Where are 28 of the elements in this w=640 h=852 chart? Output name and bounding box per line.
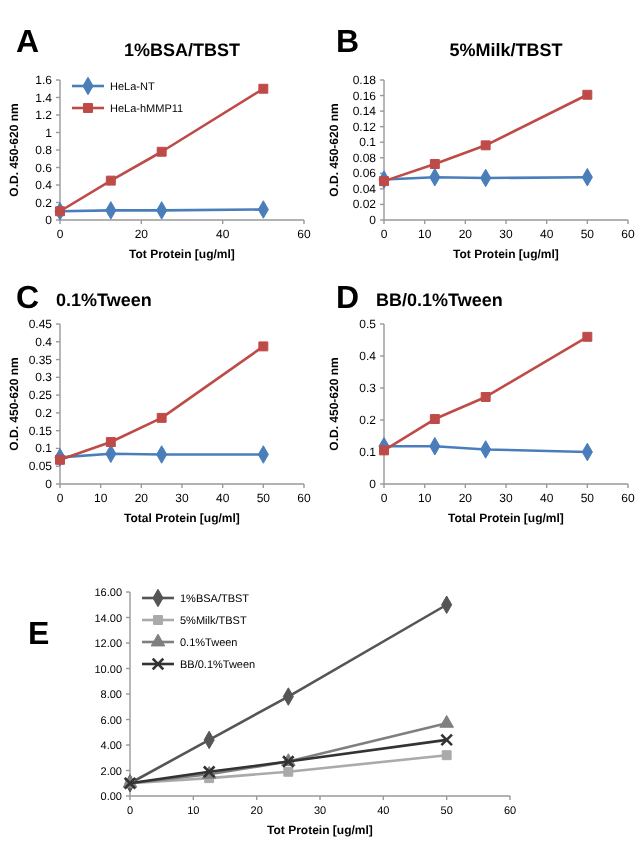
point (105, 175, 116, 186)
point (582, 331, 593, 342)
point (156, 412, 167, 423)
point (105, 437, 116, 448)
point (258, 83, 269, 94)
text: E (28, 618, 50, 652)
text: D (336, 282, 360, 316)
point (439, 714, 454, 728)
point (429, 159, 440, 169)
point (441, 750, 452, 761)
point (480, 140, 491, 151)
point (156, 146, 167, 157)
point (440, 733, 454, 747)
point (480, 391, 491, 402)
chart-title: 1%BSA/TBST (123, 40, 241, 60)
text: C (16, 282, 40, 316)
chart-title: 0.1%Tween (56, 290, 152, 310)
point (582, 89, 593, 100)
text: A (16, 26, 40, 60)
point (283, 766, 294, 777)
point (258, 341, 269, 352)
point (379, 176, 389, 187)
chart-title: 5%Milk/TBST (449, 40, 564, 60)
point (429, 414, 440, 425)
text: B (336, 26, 360, 60)
point (379, 445, 389, 456)
point (55, 454, 65, 465)
chart-title: BB/0.1%Tween (376, 290, 503, 310)
